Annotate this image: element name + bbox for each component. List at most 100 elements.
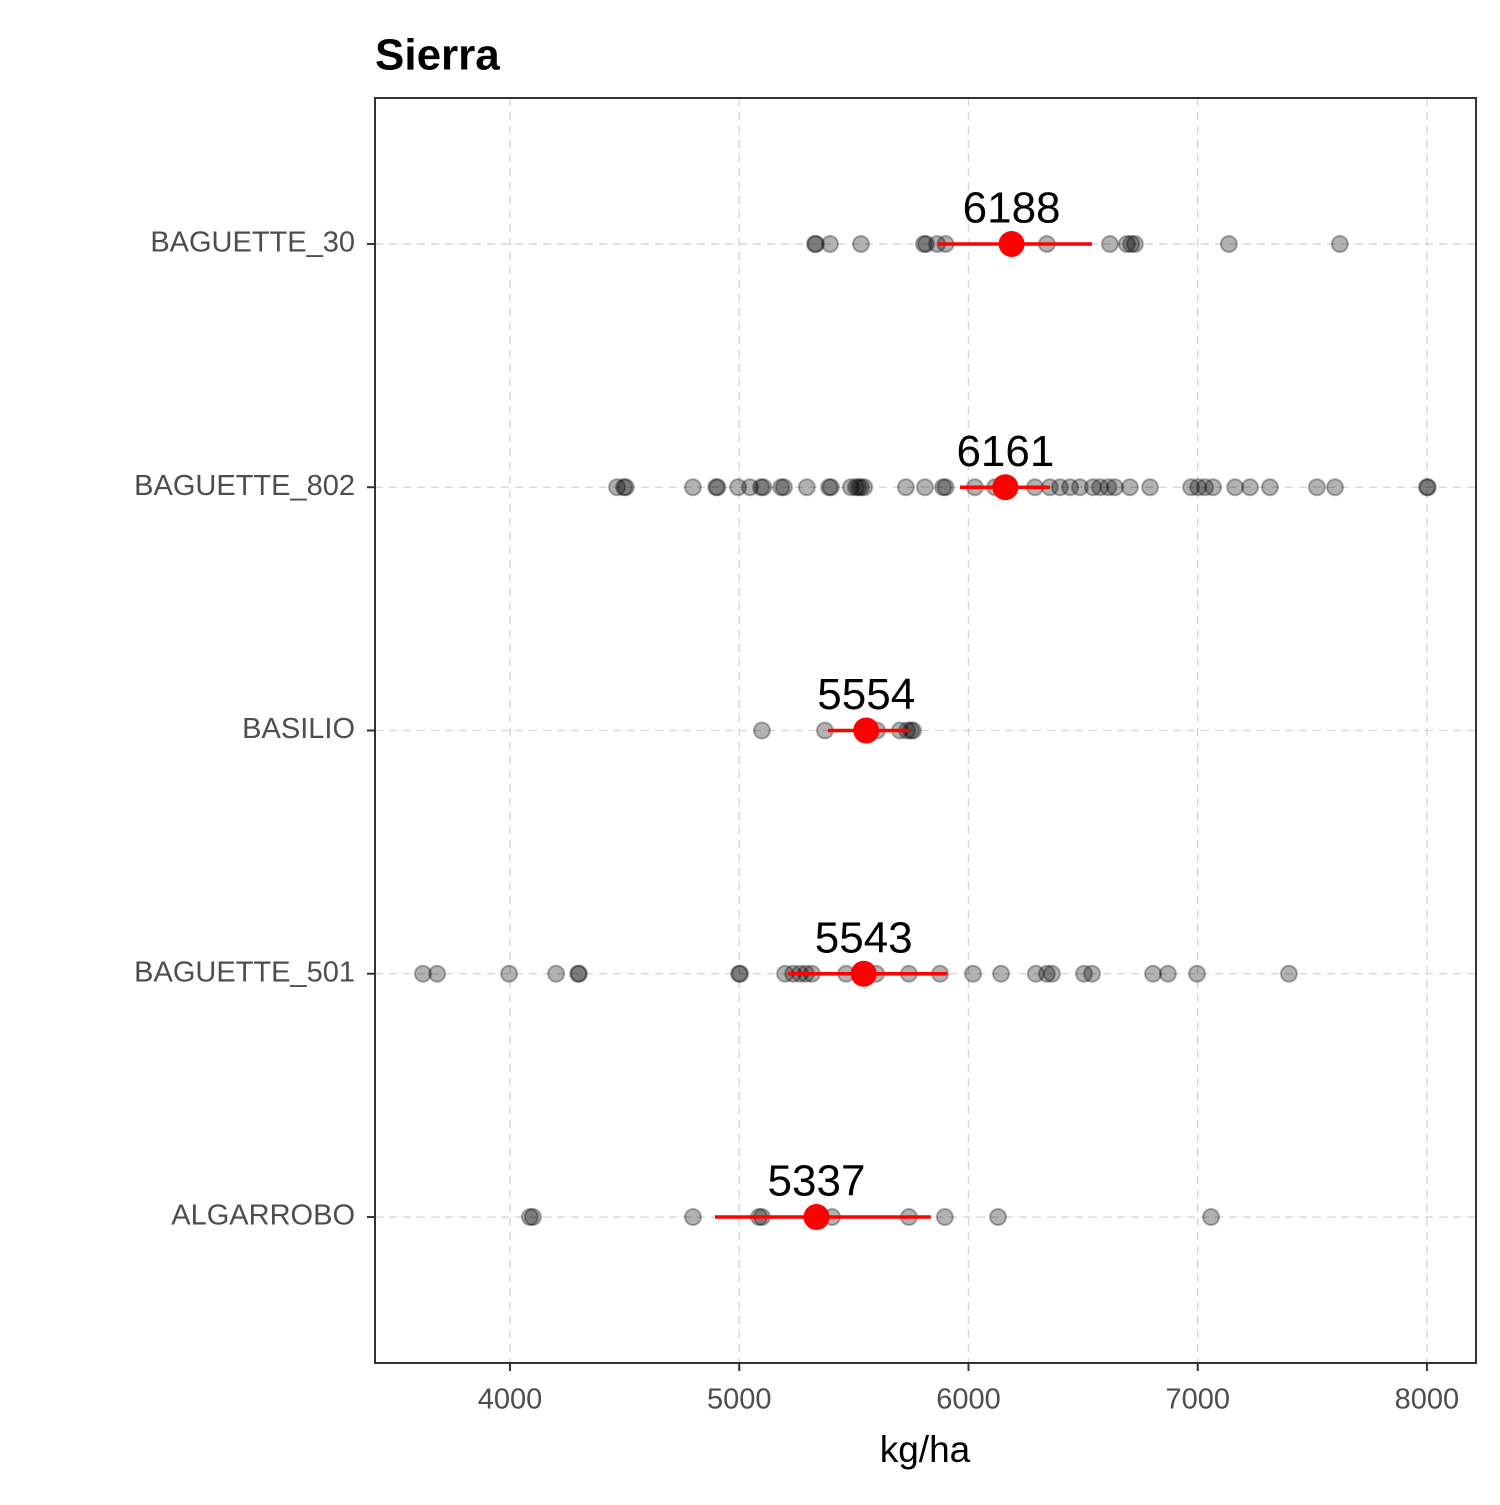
- mean-point: [998, 230, 1025, 257]
- data-point: [1182, 478, 1201, 497]
- data-point: [608, 478, 627, 497]
- data-point: [752, 478, 771, 497]
- data-point: [1105, 478, 1124, 497]
- mean-point: [803, 1204, 830, 1231]
- mean-label: 6161: [956, 427, 1054, 476]
- data-point: [1202, 1208, 1221, 1227]
- data-point: [1061, 478, 1080, 497]
- data-point: [570, 964, 589, 983]
- mean-point: [992, 474, 1019, 501]
- data-point: [614, 478, 633, 497]
- data-point: [729, 478, 748, 497]
- data-point: [1279, 964, 1298, 983]
- data-point: [774, 478, 793, 497]
- data-point: [1125, 234, 1144, 253]
- y-tick-label: ALGARROBO: [171, 1200, 355, 1232]
- mean-label: 5543: [815, 913, 913, 962]
- data-point: [964, 964, 983, 983]
- data-point: [708, 478, 727, 497]
- data-point: [569, 964, 588, 983]
- data-point: [616, 478, 635, 497]
- data-point: [936, 478, 955, 497]
- data-point: [1091, 478, 1110, 497]
- y-tick-label: BASILIO: [242, 713, 355, 745]
- data-point: [1099, 478, 1118, 497]
- data-point: [1326, 478, 1345, 497]
- data-point: [1120, 478, 1139, 497]
- mean-label: 6188: [963, 184, 1061, 233]
- data-point: [841, 478, 860, 497]
- data-point: [500, 964, 519, 983]
- data-point: [731, 964, 750, 983]
- data-point: [1417, 478, 1436, 497]
- data-point: [1100, 234, 1119, 253]
- data-point: [683, 1208, 702, 1227]
- data-point: [992, 964, 1011, 983]
- data-point: [851, 234, 870, 253]
- data-point: [1083, 964, 1102, 983]
- data-point: [855, 478, 874, 497]
- data-point: [1042, 964, 1061, 983]
- data-point: [523, 1208, 542, 1227]
- data-point: [1144, 964, 1163, 983]
- y-tick-label: BAGUETTE_30: [150, 227, 355, 259]
- data-point: [1117, 234, 1136, 253]
- data-point: [1260, 478, 1279, 497]
- panel-border: [374, 97, 1477, 1364]
- data-point: [820, 478, 839, 497]
- data-point: [754, 478, 773, 497]
- data-point: [752, 721, 771, 740]
- data-point: [1122, 234, 1141, 253]
- data-point: [428, 964, 447, 983]
- data-point: [989, 1208, 1008, 1227]
- data-point: [935, 1208, 954, 1227]
- data-point: [741, 478, 760, 497]
- data-point: [413, 964, 432, 983]
- data-point: [1075, 964, 1094, 983]
- data-point: [1219, 234, 1238, 253]
- data-point: [1196, 478, 1215, 497]
- x-tick-label: 8000: [1395, 1384, 1460, 1416]
- data-point: [851, 478, 870, 497]
- data-point: [547, 964, 566, 983]
- data-point: [805, 234, 824, 253]
- data-point: [1307, 478, 1326, 497]
- data-point: [1418, 478, 1437, 497]
- data-point: [797, 478, 816, 497]
- data-point: [849, 478, 868, 497]
- data-point: [1188, 964, 1207, 983]
- x-tick-label: 6000: [936, 1384, 1001, 1416]
- data-point: [520, 1208, 539, 1227]
- data-point: [846, 478, 865, 497]
- mean-point: [853, 717, 880, 744]
- data-point: [915, 234, 934, 253]
- data-point: [1141, 478, 1160, 497]
- data-point: [915, 478, 934, 497]
- data-point: [1204, 478, 1223, 497]
- data-point: [821, 234, 840, 253]
- mean-point: [850, 960, 877, 987]
- y-tick-label: BAGUETTE_802: [134, 470, 355, 502]
- data-point: [896, 478, 915, 497]
- data-point: [1330, 234, 1349, 253]
- data-point: [730, 964, 749, 983]
- data-point: [807, 234, 826, 253]
- mean-label: 5337: [768, 1157, 866, 1206]
- data-point: [772, 478, 791, 497]
- data-point: [1037, 964, 1056, 983]
- x-tick-label: 4000: [478, 1384, 543, 1416]
- data-point: [707, 478, 726, 497]
- x-axis-label: kg/ha: [880, 1429, 971, 1470]
- data-point: [917, 234, 936, 253]
- data-point: [1026, 964, 1045, 983]
- mean-label: 5554: [817, 670, 915, 719]
- data-point: [934, 478, 953, 497]
- data-point: [821, 478, 840, 497]
- data-point: [1083, 478, 1102, 497]
- data-point: [1050, 478, 1069, 497]
- data-point: [1240, 478, 1259, 497]
- data-point: [1070, 478, 1089, 497]
- data-point: [683, 478, 702, 497]
